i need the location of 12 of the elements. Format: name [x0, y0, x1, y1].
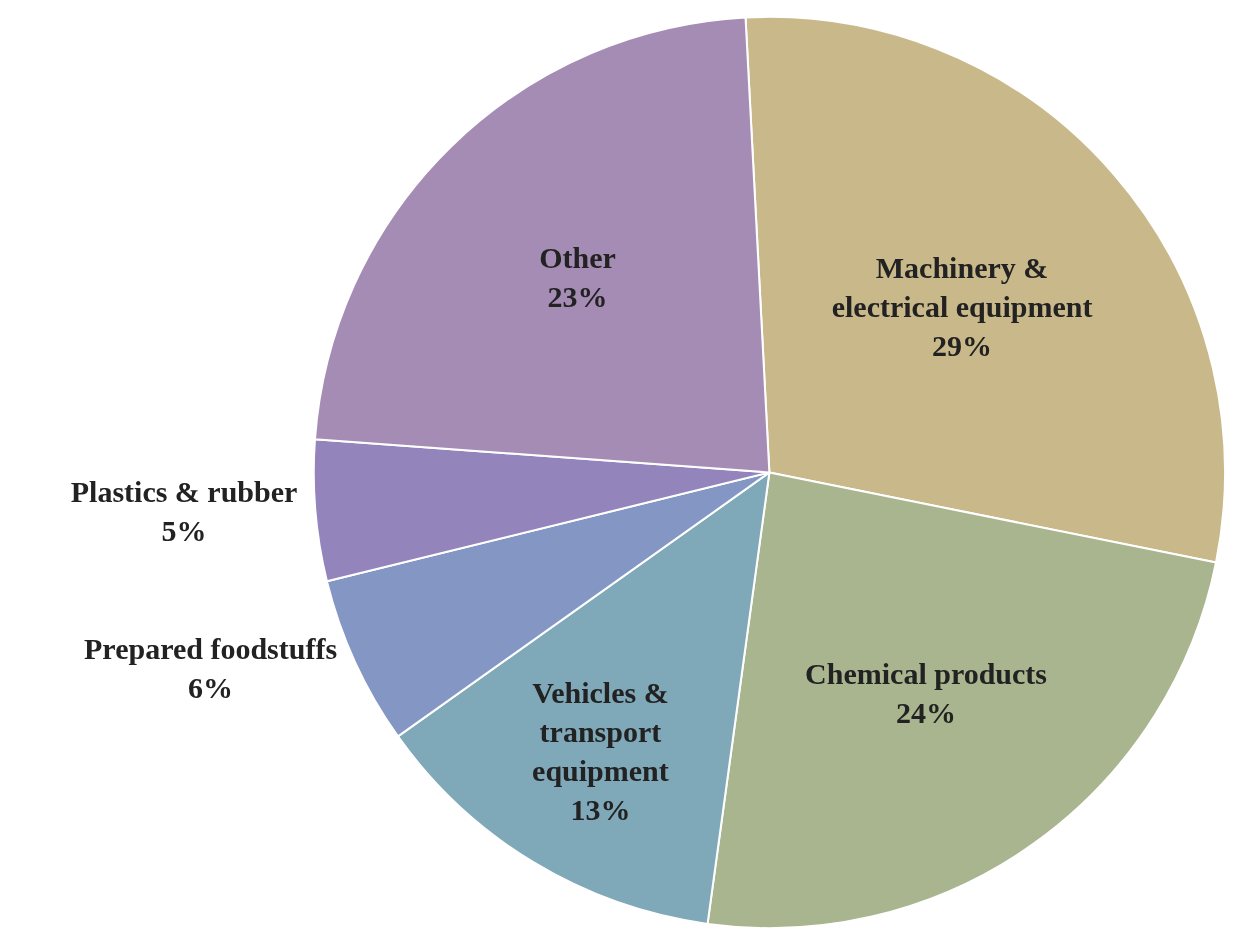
slice-label: Chemical products: [805, 656, 1048, 690]
data-label: 13%: [570, 793, 631, 827]
data-label: 5%: [161, 513, 207, 547]
data-label: 29%: [932, 328, 993, 362]
data-label: 23%: [547, 279, 608, 313]
slice-label: Plastics & rubber: [70, 474, 298, 508]
data-label: 6%: [188, 671, 234, 705]
slice-label: Other: [539, 240, 616, 274]
data-label: 24%: [896, 695, 957, 729]
slice-label: Vehicles & transport equipment: [532, 676, 669, 788]
slice-label: Prepared foodstuffs: [84, 632, 338, 666]
slice-label: Machinery & electrical equipment: [831, 250, 1093, 323]
